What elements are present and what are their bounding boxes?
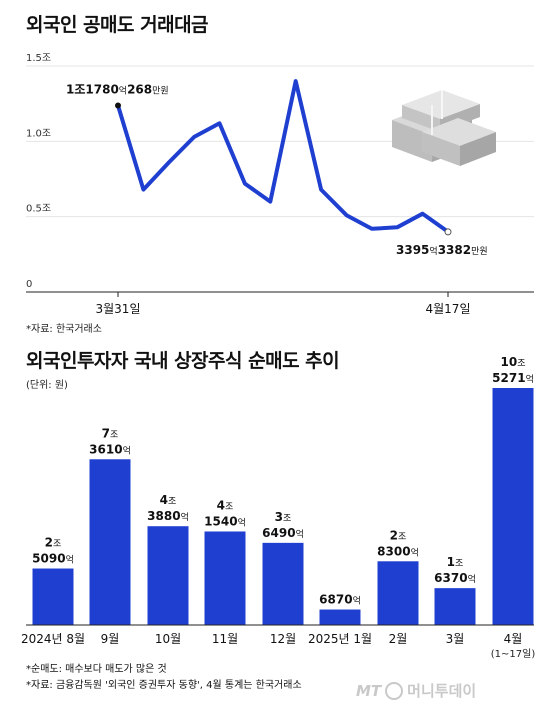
bar-label-jo: 2조 bbox=[45, 536, 62, 550]
bar-label-eok: 1540억 bbox=[204, 514, 246, 528]
chart1-source: *자료: 한국거래소 bbox=[26, 324, 102, 335]
bar bbox=[89, 459, 131, 625]
data-point-end bbox=[444, 228, 452, 236]
bar-label-eok: 3880억 bbox=[147, 509, 189, 523]
bar-label-eok: 5271억 bbox=[492, 371, 534, 385]
category-label: 11월 bbox=[212, 632, 238, 646]
category-label: 9월 bbox=[101, 632, 120, 646]
money-stack-icon bbox=[392, 90, 496, 166]
bar bbox=[434, 588, 476, 625]
bar bbox=[319, 609, 361, 625]
bar-label-jo: 7조 bbox=[102, 426, 119, 440]
bar-label-eok: 8300억 bbox=[377, 544, 419, 558]
bar-label-jo: 3조 bbox=[275, 510, 292, 524]
y-tick-label: 1.0조 bbox=[26, 128, 51, 139]
x-tick-label-start: 3월31일 bbox=[96, 302, 141, 316]
bar-label-jo: 1조 bbox=[447, 555, 464, 569]
bar bbox=[147, 526, 189, 625]
bar-label-jo: 10조 bbox=[501, 355, 526, 369]
x-tick-label-end: 4월17일 bbox=[426, 302, 471, 316]
watermark-logo-icon bbox=[385, 681, 404, 700]
y-tick-label: 0.5조 bbox=[26, 204, 51, 215]
chart2-note-1: *순매도: 매수보다 매도가 많은 것 bbox=[26, 664, 167, 675]
chart2-title: 외국인투자자 국내 상장주식 순매도 추이 bbox=[26, 350, 340, 372]
category-label: 12월 bbox=[270, 632, 296, 646]
bar-label-eok: 3610억 bbox=[89, 442, 131, 456]
bar-label-eok: 6870억 bbox=[319, 593, 361, 607]
watermark: MT 머니투데이 bbox=[356, 680, 476, 701]
bar-label-jo: 4조 bbox=[160, 493, 177, 507]
watermark-logo: MT bbox=[356, 681, 382, 700]
category-label: 2024년 8월 bbox=[21, 632, 85, 646]
bar bbox=[262, 542, 304, 625]
bar-label-eok: 6370억 bbox=[434, 571, 476, 585]
bar-label-eok: 6490억 bbox=[262, 526, 304, 540]
bar-label-jo: 2조 bbox=[390, 528, 407, 542]
category-label: 2025년 1월 bbox=[308, 632, 372, 646]
chart2-note-2: *자료: 금융감독원 '외국인 증권투자 동향', 4월 통계는 한국거래소 bbox=[26, 680, 302, 691]
category-label: 10월 bbox=[155, 632, 181, 646]
series-line bbox=[116, 79, 450, 234]
bar-chart: 2조 5090억 7조 3610억 4조 3880억 4조 1540억 3조 6490억 6870억… bbox=[21, 355, 536, 660]
bar bbox=[32, 568, 74, 625]
category-label: 4월 bbox=[504, 632, 523, 646]
bar bbox=[377, 561, 419, 625]
bar bbox=[204, 531, 246, 625]
end-value-label: 3395억3382만원 bbox=[396, 243, 488, 257]
y-tick-label: 0 bbox=[26, 279, 32, 290]
category-sublabel: (1~17일) bbox=[491, 648, 536, 660]
y-tick-label: 1.5조 bbox=[26, 53, 51, 64]
chart2-unit-note: (단위: 원) bbox=[26, 380, 68, 391]
bar-label-eok: 5090억 bbox=[32, 552, 74, 566]
category-label: 2월 bbox=[389, 632, 408, 646]
category-label: 3월 bbox=[446, 632, 465, 646]
bar-label-jo: 4조 bbox=[217, 498, 234, 512]
watermark-text: 머니투데이 bbox=[407, 682, 477, 700]
bar bbox=[492, 388, 534, 625]
data-point-start bbox=[115, 102, 121, 109]
chart1-title: 외국인 공매도 거래대금 bbox=[26, 14, 209, 36]
line-chart: 1.5조 1.0조 0.5조 0 3월31일 4월17일 1조1780억268만원 3395… bbox=[26, 53, 534, 316]
start-value-label: 1조1780억268만원 bbox=[66, 83, 169, 97]
